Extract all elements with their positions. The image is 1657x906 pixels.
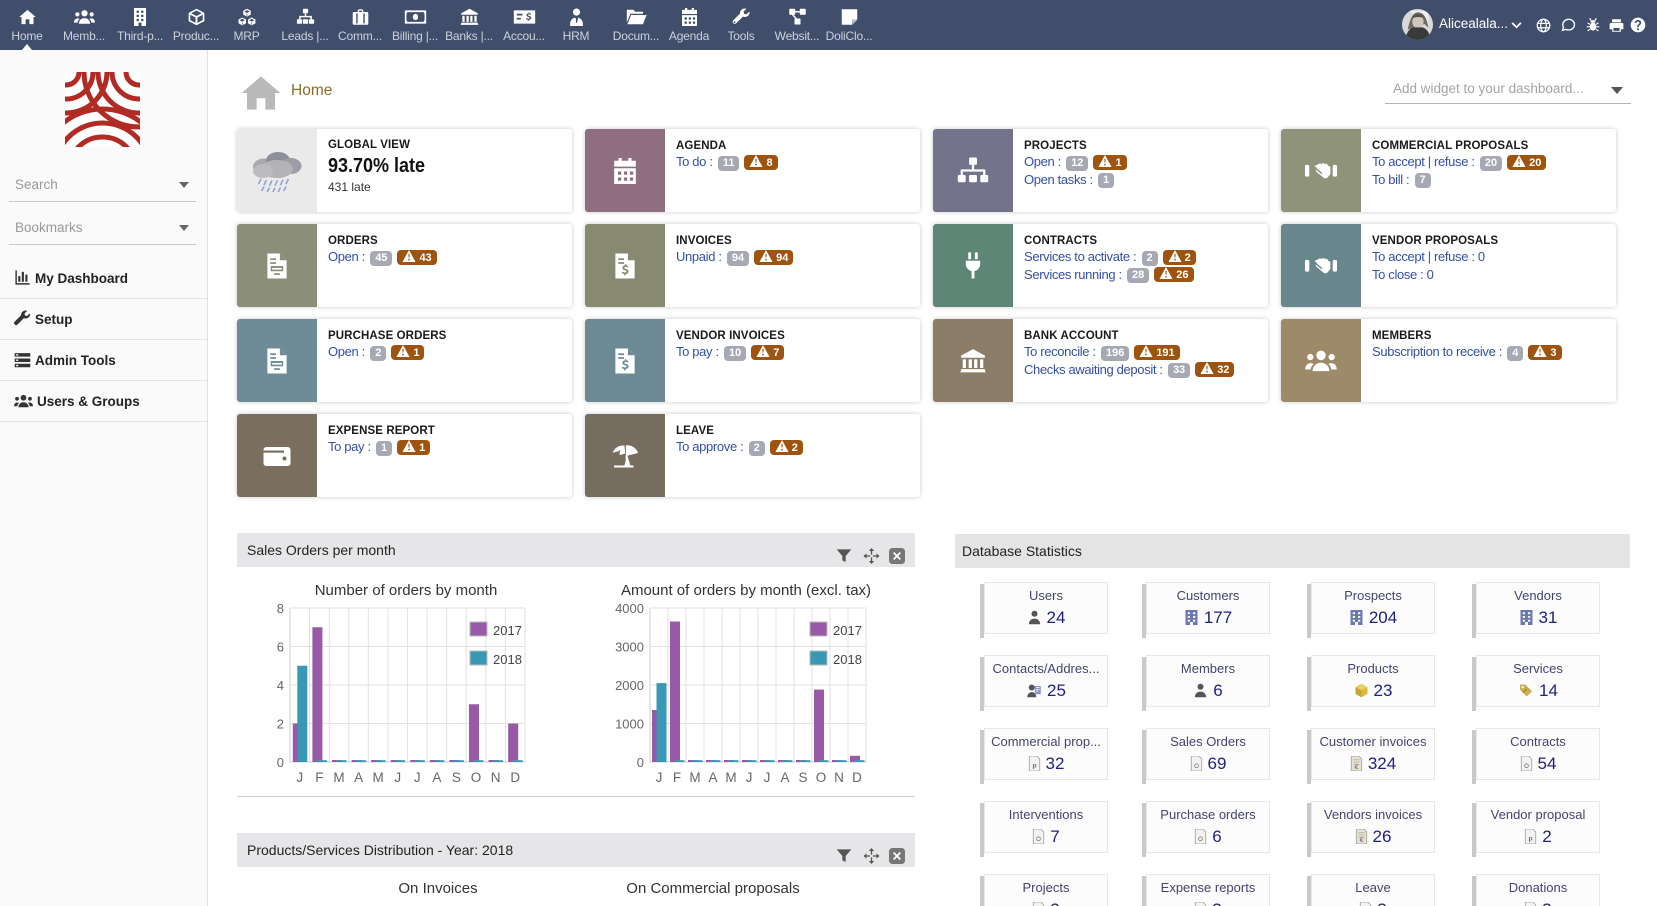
svg-text:1000: 1000	[615, 717, 644, 732]
svg-text:3000: 3000	[615, 640, 644, 655]
svg-text:J: J	[296, 770, 303, 785]
svg-text:D: D	[852, 770, 862, 785]
svg-text:J: J	[746, 770, 753, 785]
svg-text:O: O	[471, 770, 482, 785]
svg-text:A: A	[780, 770, 789, 785]
svg-text:S: S	[452, 770, 461, 785]
svg-text:4000: 4000	[615, 601, 644, 616]
svg-text:4: 4	[277, 678, 284, 693]
svg-text:J: J	[656, 770, 663, 785]
svg-text:O: O	[816, 770, 827, 785]
svg-text:2018: 2018	[493, 652, 522, 667]
svg-text:F: F	[315, 770, 323, 785]
svg-text:p: p	[1529, 835, 1533, 842]
svg-text:0: 0	[637, 755, 644, 770]
svg-text:Number of orders by month: Number of orders by month	[315, 582, 498, 599]
svg-text:Amount of orders by month (exc: Amount of orders by month (excl. tax)	[621, 582, 871, 599]
svg-text:6: 6	[277, 640, 284, 655]
svg-text:M: M	[725, 770, 736, 785]
svg-text:J: J	[764, 770, 771, 785]
svg-text:N: N	[834, 770, 844, 785]
svg-text:2017: 2017	[493, 623, 522, 638]
svg-text:2: 2	[277, 717, 284, 732]
svg-text:F: F	[673, 770, 681, 785]
svg-text:A: A	[432, 770, 441, 785]
svg-text:N: N	[491, 770, 501, 785]
svg-text:p: p	[1032, 762, 1036, 769]
svg-text:2018: 2018	[833, 652, 862, 667]
svg-text:0: 0	[277, 755, 284, 770]
svg-text:M: M	[333, 770, 344, 785]
svg-text:8: 8	[277, 601, 284, 616]
svg-text:M: M	[689, 770, 700, 785]
svg-text:€: €	[1359, 836, 1363, 843]
svg-text:2017: 2017	[833, 623, 862, 638]
svg-text:€: €	[1354, 763, 1358, 770]
svg-text:A: A	[708, 770, 717, 785]
svg-text:J: J	[394, 770, 401, 785]
svg-text:2000: 2000	[615, 678, 644, 693]
svg-text:M: M	[372, 770, 383, 785]
svg-text:J: J	[414, 770, 421, 785]
svg-text:A: A	[354, 770, 363, 785]
svg-text:S: S	[798, 770, 807, 785]
svg-text:D: D	[510, 770, 520, 785]
